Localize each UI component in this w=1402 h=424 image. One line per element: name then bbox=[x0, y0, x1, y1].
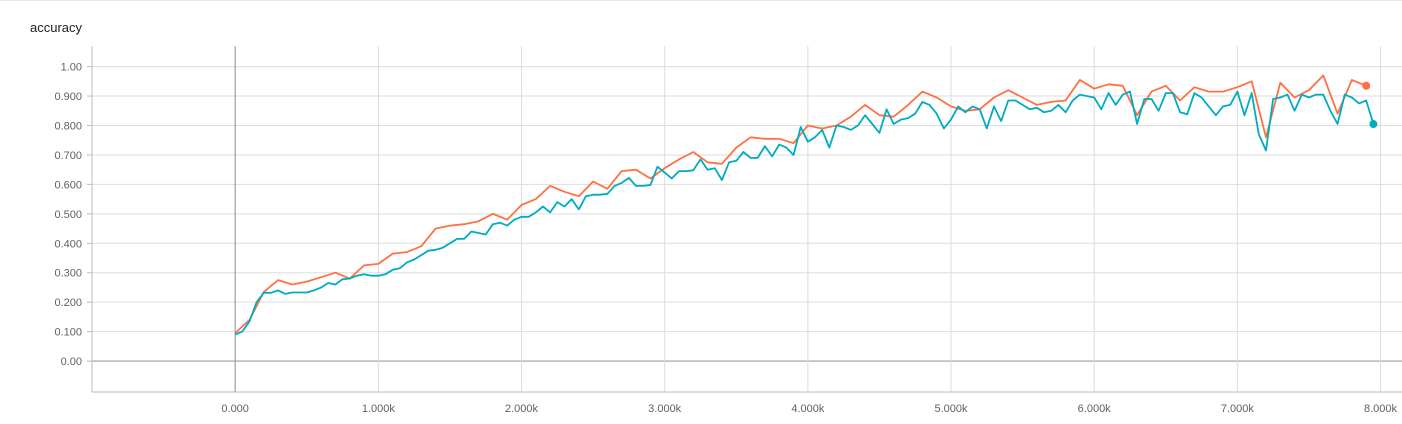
series-endpoint-1[interactable] bbox=[1362, 81, 1371, 90]
x-tick-label: 4.000k bbox=[791, 403, 825, 415]
y-tick-label: 0.800 bbox=[54, 121, 82, 133]
x-tick-label: 1.000k bbox=[362, 403, 396, 415]
chart-title: accuracy bbox=[30, 20, 83, 35]
y-tick-label: 0.400 bbox=[54, 238, 82, 250]
y-tick-label: 0.700 bbox=[54, 150, 82, 162]
x-tick-label: 8.000k bbox=[1364, 403, 1398, 415]
y-tick-label: 0.200 bbox=[54, 297, 82, 309]
series-line-1[interactable] bbox=[234, 74, 1367, 334]
x-tick-label: 3.000k bbox=[648, 403, 682, 415]
x-tick-label: 2.000k bbox=[505, 403, 539, 415]
x-tick-label: 7.000k bbox=[1221, 403, 1255, 415]
card-top-border bbox=[0, 0, 1402, 1]
x-tick-label: 0.000 bbox=[221, 403, 249, 415]
y-tick-label: 0.600 bbox=[54, 179, 82, 191]
y-tick-label: 0.900 bbox=[54, 91, 82, 103]
series-endpoint-2[interactable] bbox=[1369, 120, 1378, 129]
x-tick-label: 5.000k bbox=[935, 403, 969, 415]
x-tick-label: 6.000k bbox=[1078, 403, 1112, 415]
y-tick-label: 0.300 bbox=[54, 268, 82, 280]
y-tick-label: 1.00 bbox=[61, 62, 82, 74]
y-tick-label: 0.00 bbox=[61, 356, 82, 368]
y-tick-label: 0.100 bbox=[54, 327, 82, 339]
y-tick-label: 0.500 bbox=[54, 209, 82, 221]
series-line-2[interactable] bbox=[234, 90, 1375, 336]
